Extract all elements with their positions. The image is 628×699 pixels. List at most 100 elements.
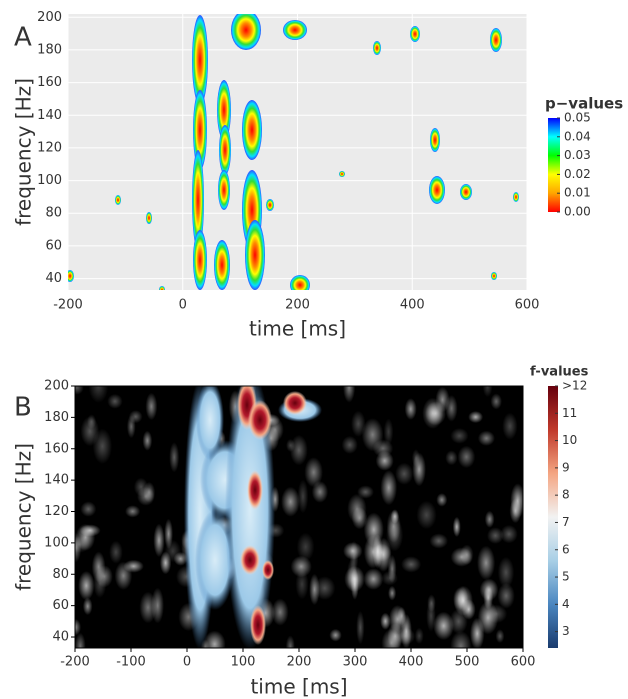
blob	[225, 386, 275, 648]
blob	[214, 240, 230, 290]
blob	[240, 545, 260, 575]
noise	[477, 430, 495, 446]
colorbar-tick-label: 7	[562, 515, 570, 529]
noise	[133, 477, 149, 497]
colorbar-tick-label: >12	[562, 379, 587, 393]
blob	[195, 510, 235, 610]
x-tick-label: 0	[183, 655, 191, 670]
noise	[445, 450, 458, 466]
noise	[151, 587, 164, 624]
blob	[490, 28, 502, 52]
y-tick-label: 100	[37, 173, 62, 188]
noise	[80, 416, 100, 447]
noise	[495, 629, 505, 644]
y-tick-label: 140	[44, 473, 69, 488]
colorbar-title: p−values	[545, 95, 623, 113]
x-tick-label: 200	[287, 655, 312, 670]
noise	[509, 498, 522, 524]
blob	[247, 470, 263, 510]
blob	[248, 400, 272, 440]
noise	[486, 527, 504, 544]
x-tick-label: 400	[399, 655, 424, 670]
x-tick-label: 0	[179, 298, 187, 313]
blob	[513, 192, 519, 202]
colorbar-tick-label: 9	[562, 460, 570, 474]
noise	[497, 556, 515, 589]
y-tick-label: 60	[45, 238, 62, 253]
panel-letter: A	[14, 23, 32, 53]
noise	[78, 570, 95, 601]
blob	[68, 270, 74, 282]
noise	[109, 540, 123, 564]
noise	[404, 398, 417, 420]
noise	[290, 555, 312, 578]
noise	[383, 418, 394, 446]
x-tick-label: 100	[231, 655, 256, 670]
y-tick-label: 120	[37, 140, 62, 155]
blob	[460, 184, 472, 200]
blob	[262, 560, 274, 580]
noise	[125, 505, 141, 518]
noise	[93, 569, 107, 598]
panel-letter: B	[14, 393, 32, 423]
noise	[477, 545, 496, 581]
colorbar	[548, 118, 560, 212]
blob	[266, 199, 274, 211]
noise	[128, 410, 143, 424]
noise	[153, 523, 165, 558]
noise	[482, 386, 493, 398]
noise	[75, 632, 86, 648]
x-tick-label: -200	[60, 655, 90, 670]
noise	[436, 493, 448, 507]
y-tick-label: 100	[44, 535, 69, 550]
colorbar-tick-label: 0.04	[564, 129, 591, 143]
noise	[363, 512, 384, 547]
y-tick-label: 120	[44, 504, 69, 519]
blob	[196, 386, 224, 460]
y-tick-label: 180	[44, 410, 69, 425]
x-tick-label: 300	[343, 655, 368, 670]
heatmap	[68, 14, 519, 290]
noise	[468, 410, 484, 424]
noise	[142, 430, 153, 451]
noise	[416, 500, 437, 530]
noise	[88, 386, 109, 403]
noise	[363, 568, 384, 590]
noise	[296, 532, 315, 562]
blob	[231, 14, 261, 50]
noise	[169, 442, 180, 473]
noise	[361, 418, 384, 452]
x-tick-label: -100	[116, 655, 146, 670]
noise	[80, 501, 97, 517]
colorbar-tick-label: 4	[562, 597, 570, 611]
blob	[250, 605, 266, 645]
noise	[395, 462, 414, 485]
colorbar	[548, 386, 558, 648]
noise	[356, 610, 365, 645]
noise	[500, 524, 518, 544]
noise	[490, 393, 502, 410]
blob	[373, 41, 381, 55]
blob	[429, 176, 445, 204]
blob	[115, 195, 121, 205]
colorbar-tick-label: 11	[562, 406, 577, 420]
noise	[349, 540, 359, 576]
y-tick-label: 200	[44, 379, 69, 394]
y-tick-label: 140	[37, 108, 62, 123]
noise	[107, 393, 123, 409]
blob	[339, 171, 345, 177]
noise	[75, 618, 82, 636]
x-tick-label: -200	[53, 298, 83, 313]
noise	[79, 524, 101, 537]
blob	[283, 20, 307, 40]
noise	[351, 506, 368, 530]
noise	[375, 450, 394, 471]
x-tick-label: 600	[515, 298, 540, 313]
noise	[484, 510, 495, 528]
blob	[193, 90, 207, 170]
noise	[281, 486, 300, 517]
blob	[146, 212, 152, 224]
noise	[271, 598, 289, 626]
x-tick-label: 400	[400, 298, 425, 313]
noise	[357, 485, 374, 499]
